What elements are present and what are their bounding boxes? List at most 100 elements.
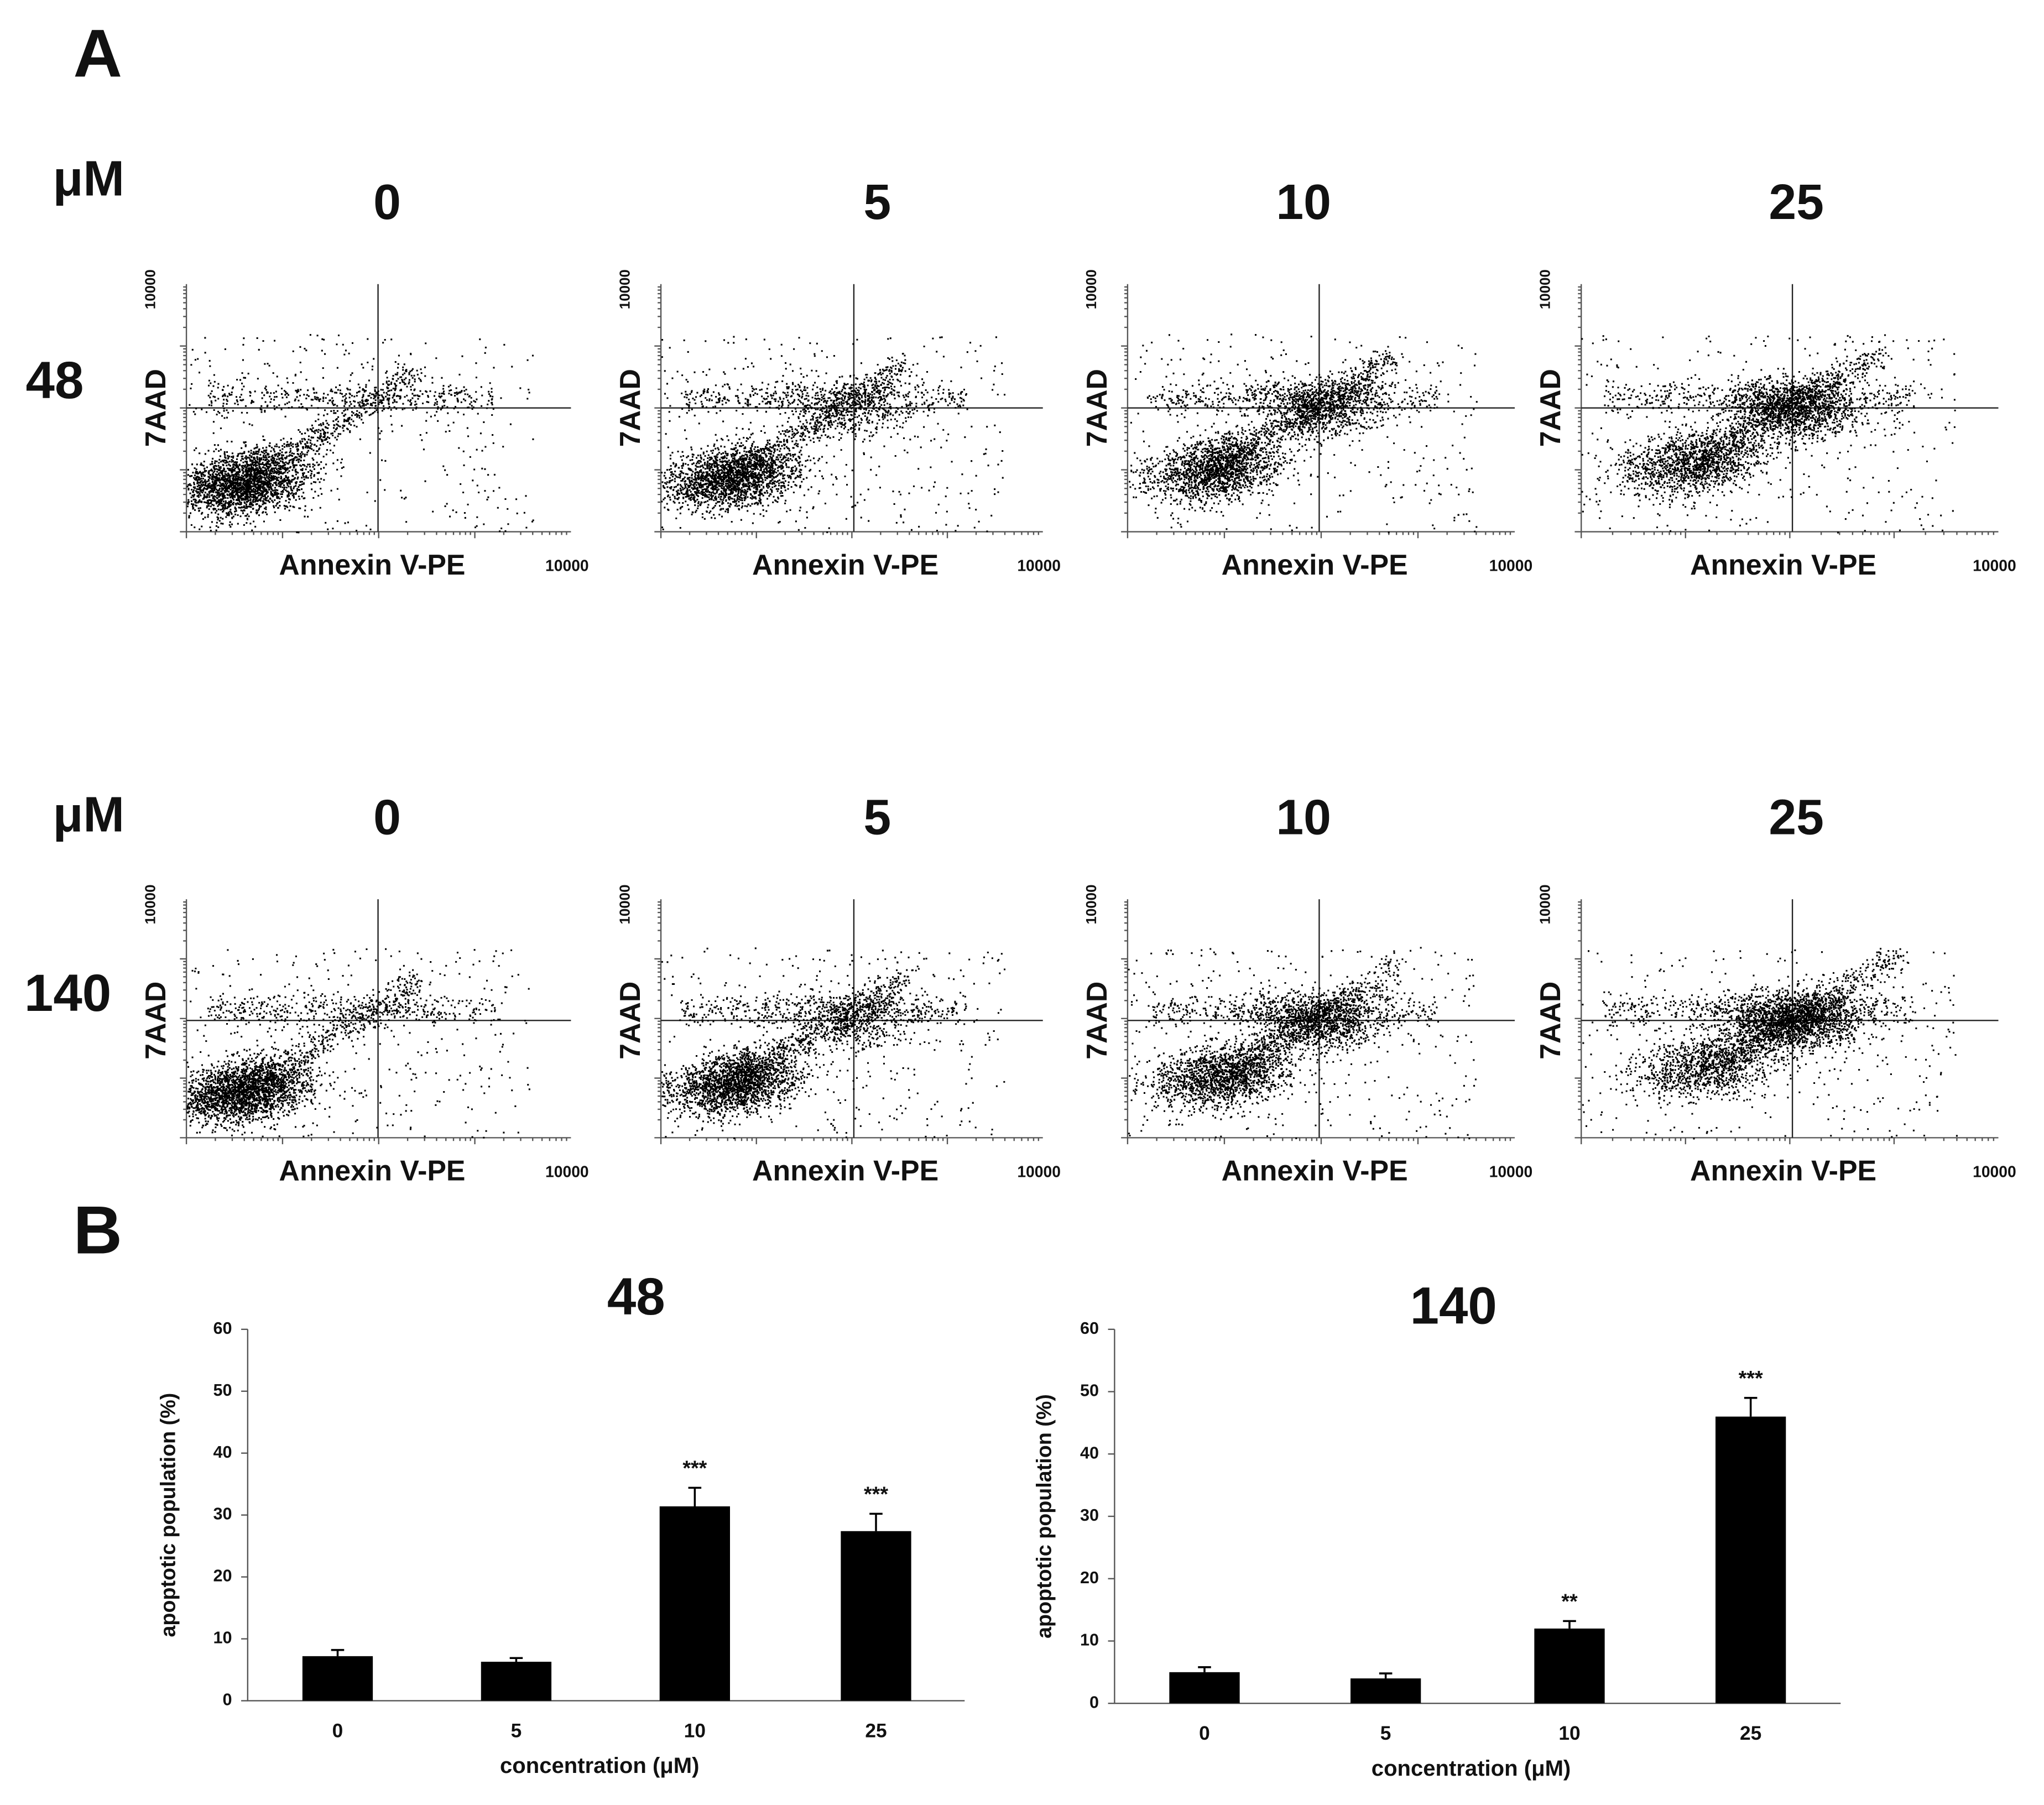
x-max-label: 10000 [1017, 1162, 1061, 1180]
time-label: 48 [26, 351, 84, 409]
x-tick-label: 0 [332, 1720, 343, 1741]
error-bar [1198, 1666, 1211, 1672]
x-axis-label: Annexin V-PE [1222, 1155, 1408, 1187]
y-tick-label: 10 [1080, 1631, 1099, 1650]
x-max-label: 10000 [1973, 557, 2016, 575]
concentration-label: 0 [373, 789, 401, 844]
log-ticks [1574, 286, 1995, 539]
error-bar [869, 1512, 883, 1531]
event-dots [186, 948, 530, 1139]
y-axis-label: 7AAD [614, 982, 646, 1060]
error-bar [1744, 1397, 1758, 1417]
x-max-label: 10000 [1017, 557, 1061, 575]
bar [841, 1531, 911, 1701]
x-max-label: 10000 [1489, 557, 1533, 575]
significance: *** [1739, 1366, 1763, 1390]
concentration-label: 10 [1276, 174, 1331, 229]
event-dots [1129, 333, 1478, 534]
y-max-label: 10000 [143, 269, 158, 309]
y-tick-label: 30 [1080, 1506, 1099, 1525]
y-max-label: 10000 [1537, 269, 1553, 309]
x-axis-label: Annexin V-PE [279, 549, 465, 581]
x-axis-label: Annexin V-PE [752, 549, 938, 581]
log-ticks [180, 286, 567, 539]
x-axis-label: Annexin V-PE [1690, 1155, 1876, 1187]
event-dots [1582, 948, 1958, 1140]
error-bar [509, 1657, 523, 1662]
error-bar [688, 1486, 702, 1506]
concentration-label: 25 [1769, 174, 1824, 229]
unit-label: μM [53, 151, 124, 206]
y-axis-label: 7AAD [1081, 982, 1113, 1060]
concentration-label: 5 [863, 174, 891, 229]
y-tick-label: 40 [1080, 1443, 1099, 1462]
event-dots [661, 947, 1006, 1139]
concentration-label: 0 [373, 174, 401, 229]
plot-axes [1127, 899, 1515, 1139]
y-axis-label: 7AAD [1534, 369, 1566, 447]
y-tick-label: 40 [213, 1443, 232, 1462]
concentration-label: 10 [1276, 789, 1331, 844]
bar [1169, 1672, 1240, 1704]
log-ticks [1574, 901, 1995, 1145]
x-tick-label: 25 [1740, 1723, 1761, 1744]
x-tick-label: 5 [511, 1720, 522, 1741]
log-ticks [654, 286, 1039, 539]
x-max-label: 10000 [1489, 1162, 1533, 1180]
x-max-label: 10000 [1973, 1162, 2016, 1180]
x-axis-label: Annexin V-PE [752, 1155, 938, 1187]
x-max-label: 10000 [545, 557, 589, 575]
y-max-label: 10000 [1084, 885, 1099, 925]
bar [1715, 1416, 1786, 1704]
y-max-label: 10000 [617, 885, 633, 925]
y-max-label: 10000 [143, 885, 158, 925]
y-tick-label: 60 [213, 1319, 232, 1338]
unit-label: μM [53, 787, 124, 842]
x-axis-label: concentration (μM) [500, 1754, 699, 1778]
y-axis-label: 7AAD [1534, 982, 1566, 1060]
y-tick-label: 0 [1089, 1693, 1099, 1712]
significance: *** [682, 1456, 707, 1479]
significance: *** [864, 1482, 888, 1505]
concentration-label: 25 [1769, 789, 1824, 844]
x-tick-label: 0 [1199, 1723, 1210, 1744]
event-dots [186, 334, 534, 534]
error-bar [1379, 1672, 1393, 1679]
y-tick-label: 10 [213, 1629, 232, 1647]
bar [1350, 1678, 1421, 1704]
event-dots [661, 336, 1006, 534]
x-axis-label: Annexin V-PE [1222, 549, 1408, 581]
x-max-label: 10000 [545, 1162, 589, 1180]
y-max-label: 10000 [617, 269, 633, 309]
x-tick-label: 5 [1380, 1723, 1391, 1744]
y-axis-label: apoptotic population (%) [1032, 1394, 1055, 1639]
y-max-label: 10000 [1084, 269, 1099, 309]
x-tick-label: 25 [865, 1720, 887, 1741]
log-ticks [1121, 286, 1511, 539]
y-axis-label: 7AAD [139, 982, 171, 1060]
x-axis-label: Annexin V-PE [279, 1155, 465, 1187]
y-tick-label: 60 [1080, 1319, 1099, 1338]
y-axis-label: apoptotic population (%) [156, 1393, 179, 1637]
y-max-label: 10000 [1537, 885, 1553, 925]
event-dots [1128, 947, 1477, 1140]
y-tick-label: 0 [223, 1691, 232, 1709]
significance: ** [1561, 1589, 1578, 1613]
chart-title: 48 [607, 1267, 665, 1326]
bar [302, 1656, 373, 1701]
bar [481, 1661, 552, 1701]
panel-label: A [74, 15, 123, 91]
y-axis-label: 7AAD [614, 369, 646, 447]
chart-title: 140 [1410, 1276, 1497, 1334]
x-axis-label: Annexin V-PE [1690, 549, 1876, 581]
time-label: 140 [24, 964, 111, 1022]
y-tick-label: 50 [1080, 1381, 1099, 1400]
y-tick-label: 50 [213, 1381, 232, 1400]
panel-label: B [74, 1192, 123, 1268]
event-dots [1581, 334, 1956, 534]
y-tick-label: 30 [213, 1505, 232, 1524]
error-bar [331, 1649, 345, 1656]
concentration-label: 5 [863, 789, 891, 844]
